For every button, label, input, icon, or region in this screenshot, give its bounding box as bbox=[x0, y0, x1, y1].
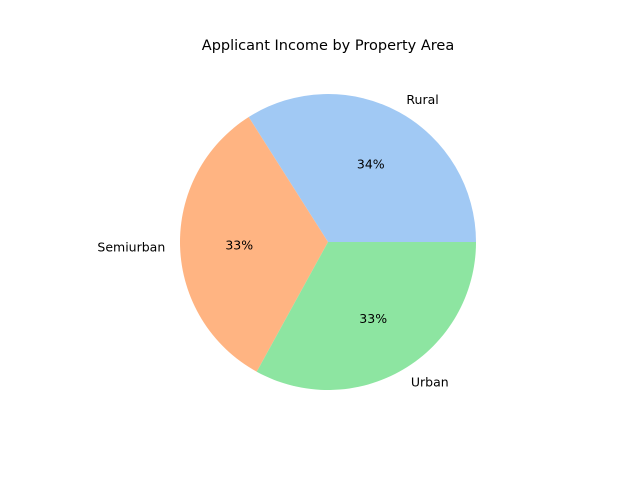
pie-slice-urban bbox=[256, 242, 476, 390]
pie-slice-semiurban bbox=[180, 117, 328, 372]
slice-label-urban: Urban bbox=[411, 375, 449, 390]
pie-slices bbox=[180, 93, 476, 390]
chart-title: Applicant Income by Property Area bbox=[202, 38, 454, 54]
slice-percent-rural: 34% bbox=[357, 157, 385, 172]
pie-labels: Rural 34% Semiurban 33% Urban 33% bbox=[97, 92, 448, 390]
slice-percent-urban: 33% bbox=[359, 311, 387, 326]
slice-percent-semiurban: 33% bbox=[225, 237, 253, 252]
slice-label-semiurban: Semiurban bbox=[97, 240, 165, 255]
pie-slice-rural bbox=[248, 93, 476, 242]
slice-label-rural: Rural bbox=[406, 92, 438, 107]
